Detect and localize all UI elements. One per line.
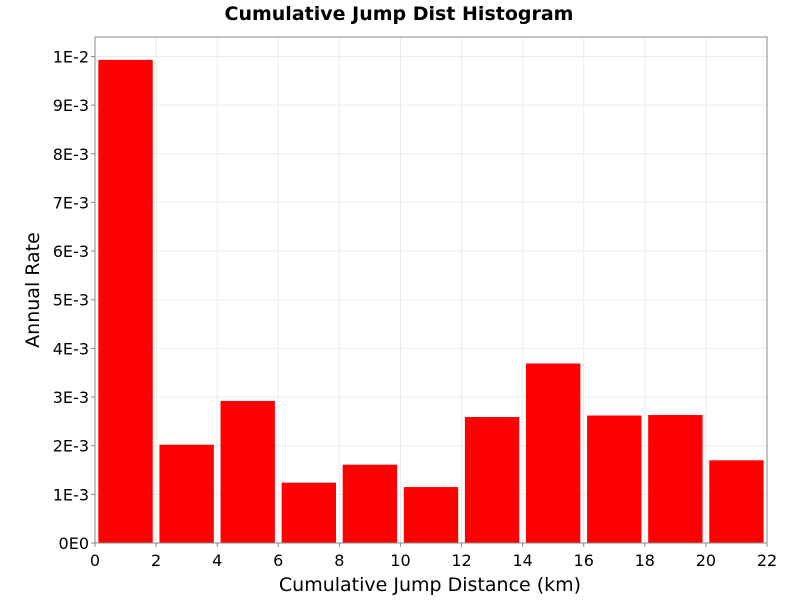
y-tick-label: 9E-3 xyxy=(53,96,89,115)
x-tick-label: 10 xyxy=(390,551,410,570)
histogram-bar xyxy=(159,444,214,543)
y-tick-label: 5E-3 xyxy=(53,291,89,310)
x-tick-label: 20 xyxy=(696,551,716,570)
histogram-bar xyxy=(98,59,153,543)
histogram-bar xyxy=(281,482,337,543)
x-tick-label: 16 xyxy=(574,551,594,570)
y-tick-label: 4E-3 xyxy=(53,339,89,358)
x-tick-label: 8 xyxy=(334,551,344,570)
histogram-bar xyxy=(220,400,275,543)
chart-title: Cumulative Jump Dist Histogram xyxy=(225,3,574,25)
histogram-bar xyxy=(342,464,398,543)
x-tick-label: 12 xyxy=(451,551,471,570)
y-tick-label: 8E-3 xyxy=(53,145,89,164)
x-tick-label: 22 xyxy=(757,551,777,570)
y-tick-label: 6E-3 xyxy=(53,242,89,261)
histogram-bar xyxy=(403,487,459,543)
y-tick-label: 7E-3 xyxy=(53,193,89,212)
x-tick-label: 18 xyxy=(635,551,655,570)
x-tick-label: 0 xyxy=(90,551,100,570)
y-tick-label: 2E-3 xyxy=(53,437,89,456)
bars xyxy=(98,59,764,543)
plot-frame xyxy=(94,36,768,544)
y-axis-title: Annual Rate xyxy=(22,232,44,348)
y-tick-label: 1E-3 xyxy=(53,485,89,504)
x-axis-title: Cumulative Jump Distance (km) xyxy=(279,574,581,596)
x-tick-label: 2 xyxy=(151,551,161,570)
x-tick-label: 14 xyxy=(512,551,532,570)
histogram-bar xyxy=(709,460,764,543)
y-tick-label: 3E-3 xyxy=(53,388,89,407)
y-tick-label: 1E-2 xyxy=(53,47,89,66)
histogram-bar xyxy=(525,363,581,543)
histogram-bar xyxy=(587,415,642,543)
x-tick-label: 6 xyxy=(273,551,283,570)
x-tick-label: 4 xyxy=(212,551,222,570)
histogram-bar xyxy=(464,416,520,543)
axis-ticks: 0 2 4 6 8 10 12 14 16 18 20 22 0E0 1E-3 2E-3 3E-3 4E-3 5E… xyxy=(53,47,777,570)
y-tick-label: 0E0 xyxy=(59,534,89,553)
histogram-bar xyxy=(648,415,703,543)
